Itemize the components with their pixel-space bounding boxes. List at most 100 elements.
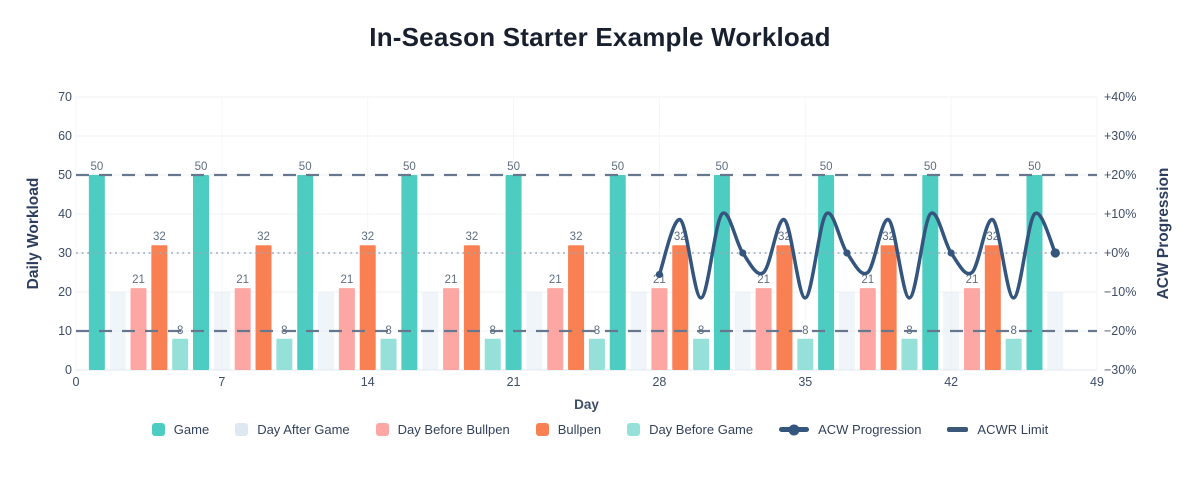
bar-day-before-bullpen-day-13[interactable] xyxy=(338,288,355,370)
bar-game-day-1[interactable] xyxy=(88,175,105,370)
bar-day-before-game-day-25[interactable] xyxy=(588,338,605,370)
y-right-tick: −20% xyxy=(1104,324,1136,338)
legend-swatch-day-after-game-icon xyxy=(235,423,249,436)
bar-value-label: 50 xyxy=(507,161,520,173)
acw-point-day-47[interactable] xyxy=(1050,248,1060,258)
legend-swatch-game-icon xyxy=(151,423,165,436)
bar-day-before-game-day-40[interactable] xyxy=(901,338,918,370)
bar-value-label: 21 xyxy=(236,274,249,286)
bar-value-label: 21 xyxy=(966,274,979,286)
x-tick-7: 7 xyxy=(218,375,225,389)
bar-day-before-game-day-5[interactable] xyxy=(172,338,189,370)
legend-item-day-after-game[interactable]: Day After Game xyxy=(235,422,350,437)
legend-item-day-before-game[interactable]: Day Before Game xyxy=(627,422,753,437)
bar-game-day-21[interactable] xyxy=(505,175,522,370)
bar-bullpen-day-9[interactable] xyxy=(255,245,272,370)
bar-day-before-bullpen-day-8[interactable] xyxy=(234,288,251,370)
legend-label: ACWR Limit xyxy=(977,422,1049,437)
legend-swatch-acwr-limit-icon xyxy=(947,427,969,432)
bar-day-before-bullpen-day-28[interactable] xyxy=(651,288,668,370)
bar-value-label: 32 xyxy=(465,231,478,243)
bar-day-before-bullpen-day-18[interactable] xyxy=(443,288,460,370)
legend-item-acwr-limit[interactable]: ACWR Limit xyxy=(947,422,1048,437)
bar-game-day-41[interactable] xyxy=(922,175,939,370)
bar-day-after-game-day-47[interactable] xyxy=(1047,292,1064,370)
bar-day-before-game-day-20[interactable] xyxy=(484,338,501,370)
bar-value-label: 50 xyxy=(820,161,833,173)
bar-day-before-game-day-10[interactable] xyxy=(276,338,293,370)
bar-day-before-bullpen-day-38[interactable] xyxy=(859,288,876,370)
legend-label: Game xyxy=(173,422,210,437)
acw-point-day-28[interactable] xyxy=(655,270,664,279)
bar-game-day-46[interactable] xyxy=(1026,175,1043,370)
bar-game-day-16[interactable] xyxy=(401,175,418,370)
legend-item-game[interactable]: Game xyxy=(151,422,210,437)
bar-value-label: 8 xyxy=(385,325,391,337)
bar-day-before-bullpen-day-23[interactable] xyxy=(547,288,564,370)
bar-bullpen-day-24[interactable] xyxy=(568,245,585,370)
bar-bullpen-day-34[interactable] xyxy=(776,245,793,370)
bar-day-before-game-day-15[interactable] xyxy=(380,338,397,370)
bar-bullpen-day-39[interactable] xyxy=(880,245,897,370)
acw-point-day-42[interactable] xyxy=(947,249,955,257)
bar-day-before-bullpen-day-33[interactable] xyxy=(755,288,772,370)
bar-value-label: 32 xyxy=(778,231,791,243)
y-left-tick-60: 60 xyxy=(58,129,72,143)
bar-value-label: 8 xyxy=(698,325,704,337)
legend-item-day-before-bullpen[interactable]: Day Before Bullpen xyxy=(375,422,510,437)
bar-game-day-36[interactable] xyxy=(818,175,835,370)
legend-label: Day Before Bullpen xyxy=(397,422,510,437)
bar-value-label: 50 xyxy=(924,161,937,173)
bar-value-label: 32 xyxy=(361,231,374,243)
chart-legend: Game Day After Game Day Before Bullpen Bull… xyxy=(0,422,1200,437)
x-tick-28: 28 xyxy=(652,375,666,389)
bar-value-label: 8 xyxy=(281,325,287,337)
y-right-tick: +30% xyxy=(1104,129,1136,143)
bar-day-before-bullpen-day-43[interactable] xyxy=(963,288,980,370)
bar-value-label: 32 xyxy=(986,231,999,243)
y-left-axis-title: Daily Workload xyxy=(25,178,42,290)
bar-day-after-game-day-12[interactable] xyxy=(318,292,335,370)
y-right-tick: +20% xyxy=(1104,168,1136,182)
y-right-axis-title: ACW Progression xyxy=(1155,168,1172,300)
bar-day-before-bullpen-day-3[interactable] xyxy=(130,288,147,370)
bar-bullpen-day-14[interactable] xyxy=(359,245,376,370)
bar-day-after-game-day-22[interactable] xyxy=(526,292,543,370)
acw-point-day-37[interactable] xyxy=(843,249,851,257)
bar-day-before-game-day-35[interactable] xyxy=(797,338,814,370)
bar-bullpen-day-29[interactable] xyxy=(672,245,689,370)
bar-day-after-game-day-32[interactable] xyxy=(734,292,751,370)
bar-value-label: 8 xyxy=(177,325,183,337)
bar-day-before-game-day-45[interactable] xyxy=(1005,338,1022,370)
acw-point-day-32[interactable] xyxy=(739,249,747,257)
bar-value-label: 50 xyxy=(611,161,624,173)
bar-value-label: 21 xyxy=(653,274,666,286)
bar-value-label: 21 xyxy=(757,274,770,286)
y-left-tick-30: 30 xyxy=(58,246,72,260)
bar-value-label: 32 xyxy=(153,231,166,243)
bar-value-label: 21 xyxy=(549,274,562,286)
bar-value-label: 32 xyxy=(882,231,895,243)
legend-label: Day After Game xyxy=(257,422,350,437)
bar-game-day-26[interactable] xyxy=(609,175,626,370)
bar-bullpen-day-19[interactable] xyxy=(463,245,480,370)
legend-item-acw-progression[interactable]: ACW Progression xyxy=(779,422,921,437)
bar-day-before-game-day-30[interactable] xyxy=(693,338,710,370)
x-tick-49: 49 xyxy=(1090,375,1104,389)
bar-game-day-31[interactable] xyxy=(713,175,730,370)
bar-value-label: 8 xyxy=(802,325,808,337)
legend-swatch-acw-progression-icon xyxy=(779,424,810,435)
x-tick-14: 14 xyxy=(361,375,375,389)
bar-game-day-6[interactable] xyxy=(193,175,210,370)
bar-day-after-game-day-2[interactable] xyxy=(109,292,126,370)
y-right-tick: −30% xyxy=(1104,363,1136,377)
bar-value-label: 32 xyxy=(257,231,270,243)
bar-value-label: 21 xyxy=(340,274,353,286)
legend-label: Bullpen xyxy=(557,422,602,437)
bar-value-label: 21 xyxy=(132,274,145,286)
bar-bullpen-day-4[interactable] xyxy=(151,245,168,370)
bar-bullpen-day-44[interactable] xyxy=(984,245,1001,370)
bar-game-day-11[interactable] xyxy=(297,175,314,370)
legend-item-bullpen[interactable]: Bullpen xyxy=(535,422,602,437)
